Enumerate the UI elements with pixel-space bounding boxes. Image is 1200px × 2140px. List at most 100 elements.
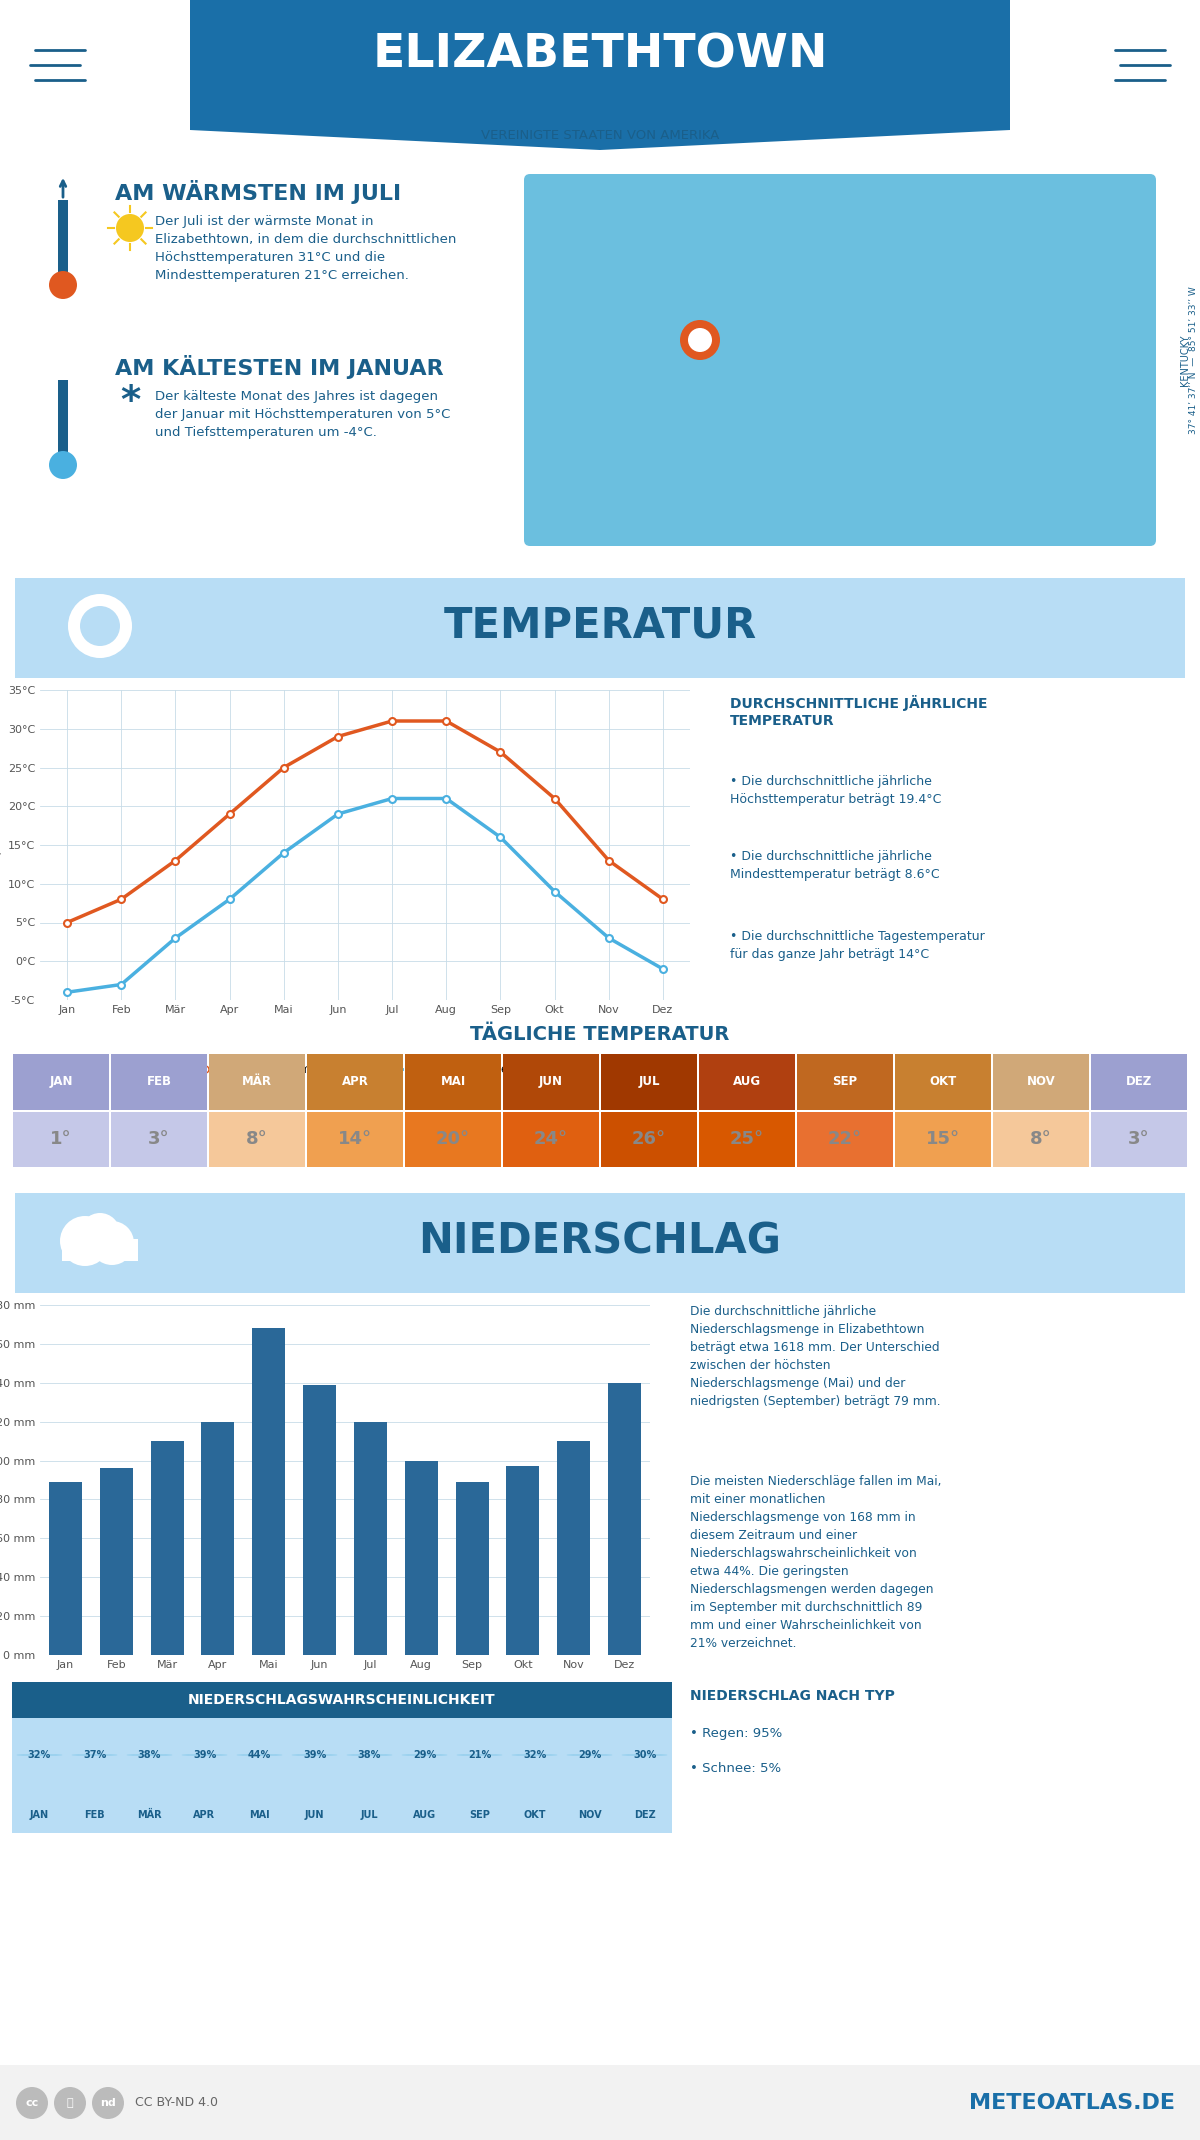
Circle shape bbox=[116, 214, 144, 242]
Circle shape bbox=[80, 606, 120, 646]
Bar bbox=[58, 381, 68, 460]
Bar bbox=[1091, 1111, 1187, 1168]
Maximale Temperatur bbox=[439, 708, 454, 734]
Text: 3°: 3° bbox=[1128, 1130, 1150, 1149]
Text: 38%: 38% bbox=[358, 1751, 382, 1759]
Text: JUN: JUN bbox=[539, 1074, 563, 1089]
Bar bbox=[354, 1421, 386, 1654]
Text: 29%: 29% bbox=[578, 1751, 601, 1759]
Bar bbox=[503, 1111, 599, 1168]
Text: cc: cc bbox=[25, 2097, 38, 2108]
Text: 30%: 30% bbox=[632, 1751, 656, 1759]
Maximale Temperatur bbox=[601, 847, 616, 873]
Circle shape bbox=[16, 2086, 48, 2119]
Text: nd: nd bbox=[100, 2097, 116, 2108]
Minimale Temperatur bbox=[168, 924, 182, 950]
Text: JUN: JUN bbox=[305, 1810, 324, 1819]
Text: KENTUCKY: KENTUCKY bbox=[1180, 334, 1190, 385]
Bar bbox=[797, 1111, 893, 1168]
Circle shape bbox=[90, 1222, 134, 1265]
Text: 32%: 32% bbox=[523, 1751, 546, 1759]
Text: 44%: 44% bbox=[248, 1751, 271, 1759]
Text: MAI: MAI bbox=[440, 1074, 466, 1089]
Bar bbox=[110, 1055, 208, 1111]
Maximale Temperatur bbox=[547, 785, 562, 811]
Text: ELIZABETHTOWN: ELIZABETHTOWN bbox=[372, 32, 828, 77]
Circle shape bbox=[54, 2086, 86, 2119]
Text: 39%: 39% bbox=[193, 1751, 216, 1759]
Text: AUG: AUG bbox=[413, 1810, 436, 1819]
Bar bbox=[209, 1111, 305, 1168]
Text: DEZ: DEZ bbox=[1126, 1074, 1152, 1089]
Bar bbox=[252, 1329, 286, 1654]
Text: OKT: OKT bbox=[929, 1074, 956, 1089]
Maximale Temperatur bbox=[114, 886, 128, 912]
Text: 38%: 38% bbox=[138, 1751, 161, 1759]
Minimale Temperatur bbox=[114, 972, 128, 997]
Legend: Niederschlagssumme: Niederschlagssumme bbox=[260, 1682, 430, 1706]
Circle shape bbox=[60, 1216, 110, 1267]
Text: DEZ: DEZ bbox=[634, 1810, 655, 1819]
Bar bbox=[304, 1385, 336, 1654]
Minimale Temperatur bbox=[331, 800, 346, 826]
Text: 32%: 32% bbox=[28, 1751, 52, 1759]
Maximale Temperatur bbox=[331, 723, 346, 749]
Text: METEOATLAS.DE: METEOATLAS.DE bbox=[970, 2093, 1175, 2112]
Text: JAN: JAN bbox=[30, 1810, 49, 1819]
Text: AM KÄLTESTEN IM JANUAR: AM KÄLTESTEN IM JANUAR bbox=[115, 355, 444, 379]
Minimale Temperatur bbox=[276, 839, 290, 865]
Bar bbox=[992, 1111, 1090, 1168]
Circle shape bbox=[49, 452, 77, 479]
Text: NOV: NOV bbox=[1027, 1074, 1055, 1089]
Text: MAI: MAI bbox=[250, 1810, 270, 1819]
Text: • Die durchschnittliche jährliche
Mindesttemperatur beträgt 8.6°C: • Die durchschnittliche jährliche Mindes… bbox=[730, 850, 940, 882]
Bar bbox=[209, 1055, 305, 1111]
Bar bbox=[456, 1481, 488, 1654]
Bar bbox=[601, 1111, 697, 1168]
Bar bbox=[62, 1239, 138, 1260]
Bar bbox=[601, 1055, 697, 1111]
Minimale Temperatur bbox=[439, 785, 454, 811]
Circle shape bbox=[68, 595, 132, 657]
Minimale Temperatur bbox=[655, 957, 670, 982]
Maximale Temperatur bbox=[655, 886, 670, 912]
Text: JUL: JUL bbox=[638, 1074, 660, 1089]
Bar bbox=[608, 1382, 641, 1654]
Text: Die durchschnittliche jährliche
Niederschlagsmenge in Elizabethtown
beträgt etwa: Die durchschnittliche jährliche Niedersc… bbox=[690, 1305, 941, 1408]
Y-axis label: Temperatur: Temperatur bbox=[0, 813, 2, 877]
Text: 14°: 14° bbox=[338, 1130, 372, 1149]
FancyBboxPatch shape bbox=[8, 1678, 676, 1723]
Text: OKT: OKT bbox=[523, 1810, 546, 1819]
Maximale Temperatur bbox=[168, 847, 182, 873]
Text: • Die durchschnittliche Tagestemperatur
für das ganze Jahr beträgt 14°C: • Die durchschnittliche Tagestemperatur … bbox=[730, 931, 985, 961]
Bar bbox=[503, 1055, 599, 1111]
Bar bbox=[150, 1440, 184, 1654]
Text: FEB: FEB bbox=[84, 1810, 104, 1819]
Text: FEB: FEB bbox=[146, 1074, 172, 1089]
Text: ⓘ: ⓘ bbox=[67, 2097, 73, 2108]
Text: Die meisten Niederschläge fallen im Mai,
mit einer monatlichen
Niederschlagsmeng: Die meisten Niederschläge fallen im Mai,… bbox=[690, 1474, 942, 1650]
Text: SEP: SEP bbox=[833, 1074, 858, 1089]
Maximale Temperatur bbox=[60, 910, 74, 935]
Maximale Temperatur bbox=[493, 738, 508, 764]
Text: 26°: 26° bbox=[632, 1130, 666, 1149]
Text: JUL: JUL bbox=[361, 1810, 378, 1819]
Text: 29%: 29% bbox=[413, 1751, 436, 1759]
Text: • Regen: 95%: • Regen: 95% bbox=[690, 1727, 782, 1740]
Text: NIEDERSCHLAG: NIEDERSCHLAG bbox=[419, 1220, 781, 1263]
Text: 39%: 39% bbox=[302, 1751, 326, 1759]
Text: NIEDERSCHLAG NACH TYP: NIEDERSCHLAG NACH TYP bbox=[690, 1688, 895, 1703]
Text: 8°: 8° bbox=[1030, 1130, 1052, 1149]
Line: Maximale Temperatur: Maximale Temperatur bbox=[64, 717, 666, 927]
Text: TEMPERATUR: TEMPERATUR bbox=[443, 606, 757, 646]
Text: Der Juli ist der wärmste Monat in
Elizabethtown, in dem die durchschnittlichen
H: Der Juli ist der wärmste Monat in Elizab… bbox=[155, 214, 456, 282]
Text: DURCHSCHNITTLICHE JÄHRLICHE
TEMPERATUR: DURCHSCHNITTLICHE JÄHRLICHE TEMPERATUR bbox=[730, 696, 988, 728]
Legend: Maximale Temperatur, Minimale Temperatur: Maximale Temperatur, Minimale Temperatur bbox=[188, 1059, 542, 1081]
Text: 3°: 3° bbox=[148, 1130, 170, 1149]
Text: APR: APR bbox=[342, 1074, 368, 1089]
Text: VEREINIGTE STAATEN VON AMERIKA: VEREINIGTE STAATEN VON AMERIKA bbox=[481, 128, 719, 141]
Minimale Temperatur bbox=[547, 880, 562, 905]
FancyBboxPatch shape bbox=[10, 574, 1190, 683]
Text: Der kälteste Monat des Jahres ist dagegen
der Januar mit Höchsttemperaturen von : Der kälteste Monat des Jahres ist dagege… bbox=[155, 389, 450, 439]
Bar bbox=[797, 1055, 893, 1111]
